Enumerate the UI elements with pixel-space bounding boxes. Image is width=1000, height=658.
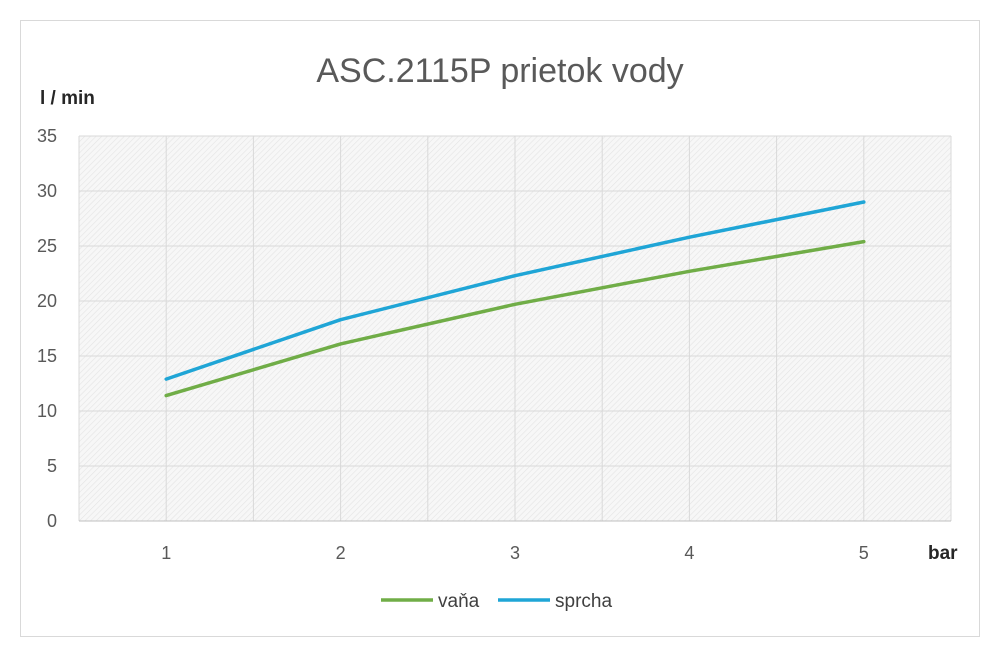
x-tick-label: 5 [859, 543, 869, 563]
x-axis-label: bar [928, 543, 958, 564]
y-tick-label: 5 [47, 456, 57, 476]
legend: vaňa sprcha [381, 591, 612, 612]
x-tick-label: 4 [684, 543, 694, 563]
y-axis-label: l / min [40, 88, 95, 109]
legend-item: sprcha [498, 591, 612, 612]
chart-title: ASC.2115P prietok vody [316, 52, 683, 90]
series-lines [164, 200, 866, 398]
x-tick-label: 2 [336, 543, 346, 563]
y-tick-labels: 0 5 10 15 20 25 30 35 [37, 126, 57, 531]
legend-label: sprcha [555, 591, 612, 612]
y-tick-label: 20 [37, 291, 57, 311]
y-tick-label: 25 [37, 236, 57, 256]
y-tick-label: 0 [47, 511, 57, 531]
y-tick-label: 10 [37, 401, 57, 421]
x-tick-label: 3 [510, 543, 520, 563]
legend-item: vaňa [381, 591, 480, 612]
legend-label: vaňa [438, 591, 480, 612]
y-tick-label: 15 [37, 346, 57, 366]
x-tick-label: 1 [161, 543, 171, 563]
x-tick-labels: 1 2 3 4 5 [161, 543, 869, 563]
y-tick-label: 30 [37, 181, 57, 201]
y-tick-label: 35 [37, 126, 57, 146]
grid-lines [78, 135, 952, 522]
